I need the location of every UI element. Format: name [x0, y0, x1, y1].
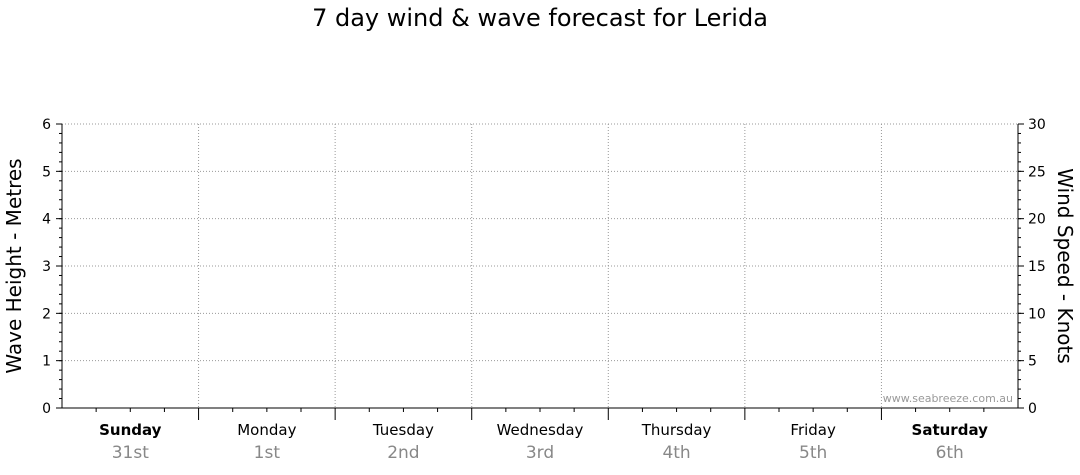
day-name-label: Tuesday	[372, 421, 434, 439]
watermark-text: www.seabreeze.com.au	[883, 392, 1013, 405]
day-name-label: Saturday	[912, 421, 989, 439]
y-left-tick-label: 4	[42, 212, 51, 228]
y-right-tick-label: 20	[1028, 212, 1046, 228]
y-axis-right-title: Wind Speed - Knots	[1053, 168, 1077, 364]
axis-layer: 0 1 2 3 4 5 6 0 5 10 15 20 25 30 Sunday 31st Monday 1st Tu…	[42, 117, 1046, 463]
grid-layer	[62, 123, 1018, 408]
day-date-label: 31st	[112, 443, 149, 463]
day-date-label: 1st	[254, 443, 281, 463]
day-date-label: 2nd	[387, 443, 419, 463]
day-name-label: Thursday	[641, 421, 712, 439]
y-left-tick-label: 3	[42, 259, 51, 275]
y-left-tick-label: 1	[42, 354, 51, 370]
y-left-tick-label: 0	[42, 401, 51, 417]
day-name-label: Wednesday	[497, 421, 584, 439]
day-name-label: Sunday	[99, 421, 162, 439]
day-date-label: 6th	[936, 443, 964, 463]
y-right-tick-label: 30	[1028, 117, 1046, 133]
y-left-tick-label: 5	[42, 164, 51, 180]
day-date-label: 4th	[662, 443, 690, 463]
y-right-tick-label: 5	[1028, 354, 1037, 370]
day-date-label: 3rd	[526, 443, 554, 463]
day-date-label: 5th	[799, 443, 827, 463]
day-name-label: Monday	[237, 421, 296, 439]
y-right-tick-label: 15	[1028, 259, 1046, 275]
y-left-tick-label: 6	[42, 117, 51, 133]
y-right-tick-label: 0	[1028, 401, 1037, 417]
y-right-tick-label: 10	[1028, 306, 1046, 322]
day-name-label: Friday	[790, 421, 836, 439]
y-right-tick-label: 25	[1028, 164, 1046, 180]
chart-title: 7 day wind & wave forecast for Lerida	[312, 4, 768, 32]
y-axis-left-title: Wave Height - Metres	[2, 158, 26, 373]
y-left-tick-label: 2	[42, 306, 51, 322]
